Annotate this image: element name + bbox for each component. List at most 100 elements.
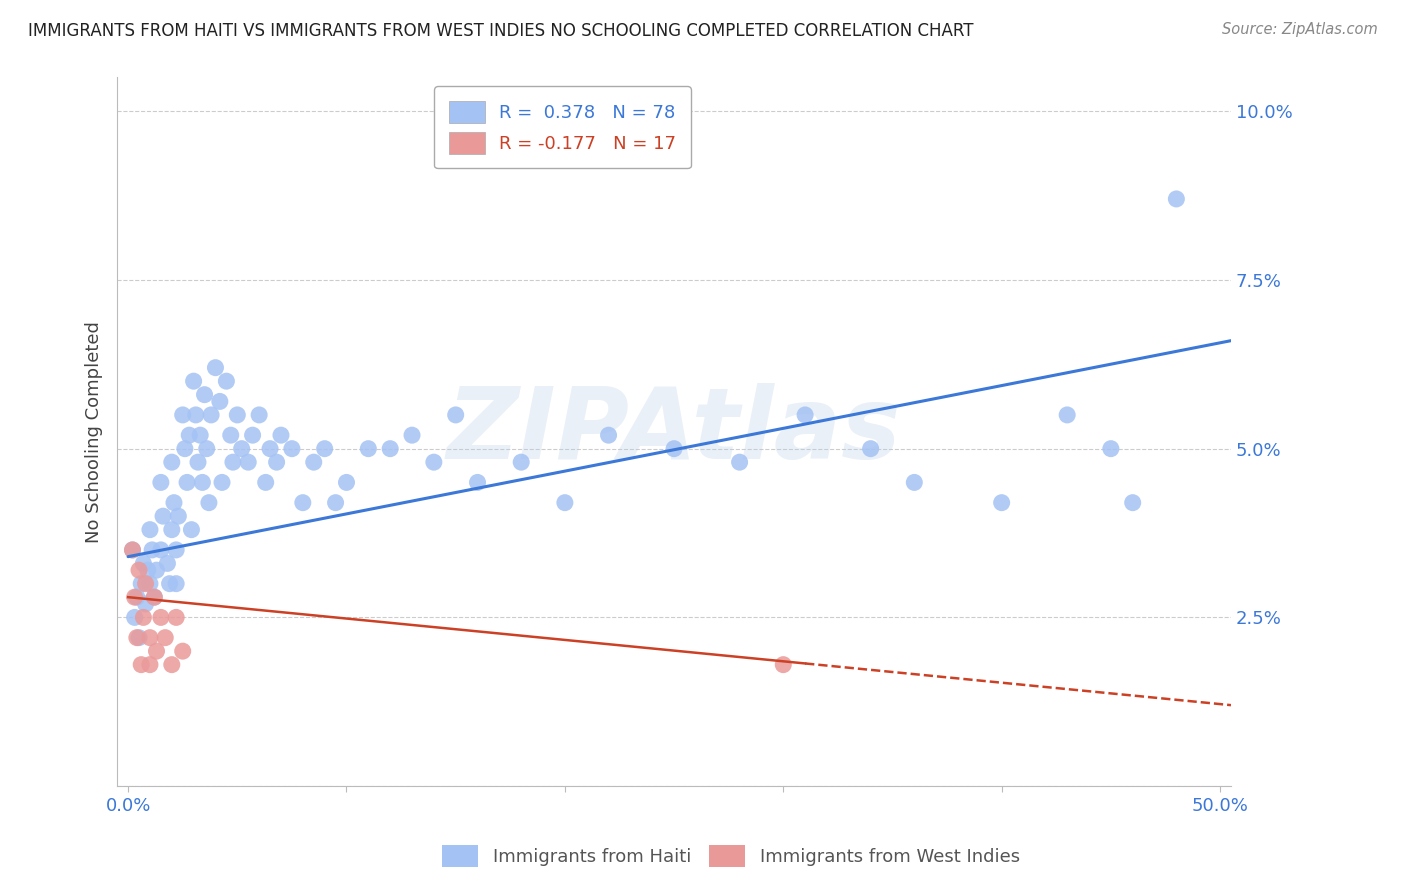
Point: [193, 387, 215, 401]
Point: [143, 590, 166, 604]
Legend: R =  0.378   N = 78, R = -0.177   N = 17: R = 0.378 N = 78, R = -0.177 N = 17: [434, 87, 690, 169]
Point: [401, 428, 423, 442]
Point: [160, 657, 183, 672]
Point: [188, 428, 211, 442]
Point: [357, 442, 380, 456]
Point: [281, 442, 304, 456]
Point: [121, 542, 143, 557]
Point: [121, 542, 143, 557]
Point: [135, 576, 157, 591]
Point: [198, 496, 221, 510]
Point: [219, 428, 242, 442]
Point: [172, 408, 194, 422]
Point: [728, 455, 751, 469]
Point: [132, 610, 155, 624]
Point: [141, 542, 163, 557]
Point: [423, 455, 446, 469]
Point: [165, 542, 187, 557]
Y-axis label: No Schooling Completed: No Schooling Completed: [86, 321, 103, 542]
Point: [139, 523, 162, 537]
Point: [325, 496, 347, 510]
Point: [1056, 408, 1078, 422]
Point: [380, 442, 402, 456]
Point: [222, 455, 245, 469]
Point: [662, 442, 685, 456]
Point: [266, 455, 288, 469]
Point: [238, 455, 260, 469]
Point: [174, 442, 197, 456]
Point: [128, 563, 150, 577]
Point: [859, 442, 882, 456]
Point: [180, 523, 202, 537]
Point: [155, 631, 177, 645]
Point: [129, 657, 152, 672]
Point: [156, 557, 179, 571]
Point: [132, 557, 155, 571]
Point: [167, 509, 190, 524]
Legend: Immigrants from Haiti, Immigrants from West Indies: Immigrants from Haiti, Immigrants from W…: [434, 838, 1028, 874]
Text: IMMIGRANTS FROM HAITI VS IMMIGRANTS FROM WEST INDIES NO SCHOOLING COMPLETED CORR: IMMIGRANTS FROM HAITI VS IMMIGRANTS FROM…: [28, 22, 973, 40]
Point: [772, 657, 794, 672]
Point: [136, 563, 159, 577]
Point: [191, 475, 214, 490]
Point: [149, 542, 172, 557]
Text: ZIPAtlas: ZIPAtlas: [447, 384, 901, 480]
Point: [270, 428, 292, 442]
Point: [204, 360, 226, 375]
Point: [149, 475, 172, 490]
Point: [172, 644, 194, 658]
Point: [335, 475, 357, 490]
Point: [195, 442, 218, 456]
Point: [1122, 496, 1144, 510]
Point: [152, 509, 174, 524]
Point: [145, 563, 167, 577]
Point: [160, 523, 183, 537]
Point: [247, 408, 270, 422]
Point: [990, 496, 1012, 510]
Point: [510, 455, 533, 469]
Point: [179, 428, 201, 442]
Point: [1166, 192, 1188, 206]
Point: [176, 475, 198, 490]
Point: [598, 428, 620, 442]
Point: [128, 631, 150, 645]
Point: [291, 496, 314, 510]
Point: [165, 576, 187, 591]
Point: [143, 590, 166, 604]
Point: [231, 442, 253, 456]
Point: [215, 374, 238, 388]
Point: [149, 610, 172, 624]
Point: [259, 442, 281, 456]
Point: [314, 442, 336, 456]
Point: [163, 496, 186, 510]
Point: [467, 475, 489, 490]
Point: [160, 455, 183, 469]
Point: [135, 597, 157, 611]
Point: [139, 631, 162, 645]
Point: [302, 455, 325, 469]
Text: Source: ZipAtlas.com: Source: ZipAtlas.com: [1222, 22, 1378, 37]
Point: [903, 475, 925, 490]
Point: [159, 576, 181, 591]
Point: [200, 408, 222, 422]
Point: [129, 576, 152, 591]
Point: [165, 610, 187, 624]
Point: [187, 455, 209, 469]
Point: [139, 657, 162, 672]
Point: [1099, 442, 1122, 456]
Point: [554, 496, 576, 510]
Point: [124, 590, 146, 604]
Point: [145, 644, 167, 658]
Point: [242, 428, 264, 442]
Point: [794, 408, 817, 422]
Point: [211, 475, 233, 490]
Point: [254, 475, 277, 490]
Point: [125, 631, 148, 645]
Point: [183, 374, 205, 388]
Point: [125, 590, 148, 604]
Point: [124, 610, 146, 624]
Point: [226, 408, 249, 422]
Point: [208, 394, 231, 409]
Point: [444, 408, 467, 422]
Point: [184, 408, 207, 422]
